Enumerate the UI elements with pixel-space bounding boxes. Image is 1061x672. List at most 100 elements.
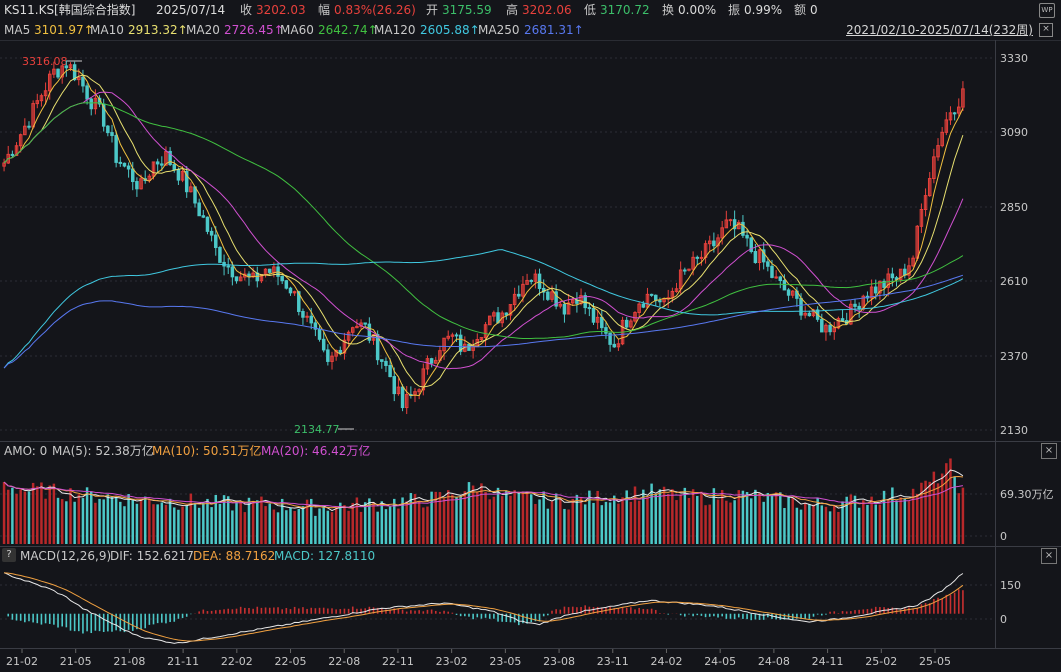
candle-body: [616, 343, 621, 348]
candle-body: [14, 145, 19, 156]
candle-body: [35, 100, 40, 105]
candle-body: [10, 153, 15, 156]
ma60-label: MA60: [280, 23, 314, 37]
amo-bar: [380, 501, 384, 544]
low-value: 3170.72: [600, 3, 650, 17]
swing-label: 振: [728, 3, 741, 17]
low-annotation: 2134.77: [294, 423, 340, 436]
low-label: 低: [584, 3, 597, 17]
amo-bar: [538, 499, 541, 544]
amo-bar: [127, 494, 130, 544]
x-tick-label: 22-05: [275, 655, 307, 668]
candle-body: [346, 331, 351, 341]
amo-bar: [2, 482, 6, 544]
amount-label: 额: [794, 3, 807, 17]
candle-body: [458, 334, 463, 352]
amo-ma-lines: [3, 469, 964, 512]
close-macd-panel-button[interactable]: ×: [1041, 548, 1057, 564]
candle-body: [234, 276, 239, 282]
candle-body: [948, 112, 953, 121]
amo-bar: [23, 491, 27, 544]
candle-body: [321, 338, 326, 351]
candle-body: [72, 64, 77, 81]
candle-body: [23, 125, 27, 136]
candle-body: [106, 125, 110, 134]
amo-ma20-line: [3, 481, 963, 508]
amo-bar: [824, 506, 828, 544]
candle-body: [334, 349, 338, 357]
amo-bar: [613, 495, 616, 544]
amo-bar: [895, 500, 898, 544]
candle-body: [160, 163, 164, 166]
amo-bar: [791, 497, 794, 544]
ma10-line: [3, 74, 964, 388]
amo-bar: [476, 492, 479, 544]
amo-bar: [675, 500, 678, 544]
amo-bar: [347, 510, 350, 544]
x-tick-label: 25-02: [865, 655, 897, 668]
amo-bar: [754, 489, 757, 544]
candle-body: [85, 85, 89, 100]
amo-bar: [596, 490, 599, 544]
high-label: 高: [506, 3, 519, 17]
amo-bar: [550, 501, 554, 544]
amo-bar: [687, 497, 691, 544]
high-value: 3202.06: [522, 3, 572, 17]
amo-bar: [845, 496, 848, 544]
amo-bar: [69, 488, 72, 544]
date-range-link[interactable]: 2021/02/10-2025/07/14(232周): [846, 23, 1033, 37]
x-tick-label: 22-11: [382, 655, 414, 668]
amo-bar: [708, 504, 711, 544]
amo-bar: [762, 501, 765, 544]
amo-header: AMO: 0 MA(5): 52.38万亿 MA(10): 50.51万亿 MA…: [0, 442, 1061, 460]
ma250-label: MA250: [478, 23, 520, 37]
amo-ma5: MA(5): 52.38万亿: [52, 444, 154, 458]
amo-axis-top: 69.30万亿: [1000, 488, 1054, 501]
amo-bar: [405, 501, 408, 544]
candle-body: [288, 287, 293, 294]
open-value: 3175.59: [442, 3, 492, 17]
candle-body: [749, 237, 753, 253]
ma120-line: [3, 249, 964, 369]
swing-value: 0.99%: [744, 3, 783, 17]
amo-bar: [716, 499, 720, 544]
collapse-icon[interactable]: ×: [1039, 23, 1053, 37]
x-tick-label: 21-08: [113, 655, 145, 668]
close-amo-panel-button[interactable]: ×: [1041, 443, 1057, 459]
x-tick-label: 23-02: [436, 655, 468, 668]
candle-body: [600, 316, 604, 329]
amo-bar: [671, 489, 674, 544]
amo-bar: [679, 494, 682, 544]
amo-bar: [766, 492, 770, 544]
wp-icon[interactable]: WP: [1039, 3, 1055, 18]
x-tick-label: 22-08: [328, 655, 360, 668]
amo-bar: [787, 497, 790, 544]
amo-bar: [828, 511, 832, 544]
amo-bar: [305, 499, 309, 544]
candle-body: [487, 315, 492, 326]
candle-body: [388, 365, 392, 378]
candle-body: [774, 276, 778, 279]
candle-body: [683, 269, 687, 272]
help-icon[interactable]: ?: [2, 548, 16, 562]
amo-bar: [368, 498, 371, 544]
candle-body: [201, 215, 206, 218]
candle-body: [878, 280, 882, 294]
amo-bar: [44, 498, 47, 544]
amo-bar: [525, 493, 529, 544]
close-value: 3202.03: [256, 3, 306, 17]
candle-body: [27, 125, 31, 128]
amo-bar: [193, 502, 197, 544]
candle-body: [135, 181, 139, 190]
price-axis: 3330 3090 2850 2610 2370 2130: [1000, 52, 1028, 437]
candle-body: [695, 256, 700, 259]
amo-bar: [106, 494, 110, 544]
candle-body: [68, 64, 73, 69]
amo-bar: [953, 476, 956, 544]
x-tick-label: 24-05: [704, 655, 736, 668]
amo-bar: [924, 480, 927, 544]
candle-body: [712, 240, 716, 247]
amo-bar: [156, 504, 159, 544]
ma5-value: 3101.97↑: [34, 23, 94, 37]
